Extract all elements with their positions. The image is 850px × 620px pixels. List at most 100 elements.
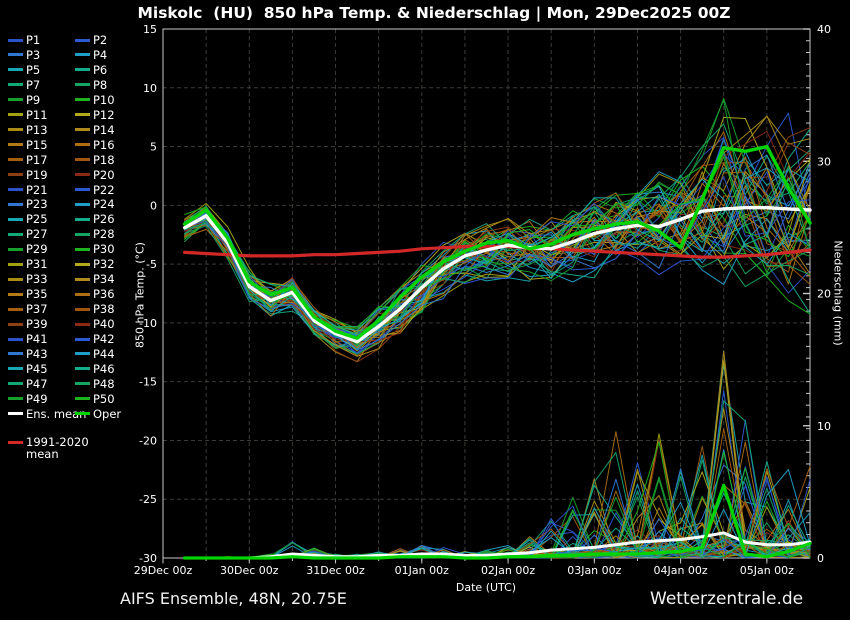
member-temp-trace	[184, 136, 811, 346]
legend-item-p22: P22	[75, 182, 115, 197]
legend-item-label: P27	[26, 227, 48, 242]
legend-swatch	[8, 158, 23, 162]
legend-item-p30: P30	[75, 242, 115, 257]
legend-item-label: 1991-2020	[26, 435, 89, 449]
legend-swatch	[8, 397, 23, 401]
legend-item-label: P17	[26, 152, 48, 167]
x-tick-label: 01Jan 00z	[395, 564, 449, 577]
legend-swatch	[8, 337, 23, 341]
legend-swatch	[8, 247, 23, 251]
legend-swatch	[75, 367, 90, 371]
y-left-tick-label: 10	[143, 82, 157, 95]
legend-item-label: P13	[26, 122, 48, 137]
y-left-tick-label: -15	[139, 376, 157, 389]
member-precip-trace	[184, 364, 811, 559]
legend-item-label: P21	[26, 182, 48, 197]
x-tick-label: 29Dec 00z	[134, 564, 193, 577]
legend-item-p1: P1	[8, 33, 40, 47]
legend-swatch	[8, 173, 23, 177]
legend-item-p23: P23	[8, 197, 48, 211]
y-axis-left-label: 850 hPa Temp. (°C)	[133, 242, 147, 348]
legend-swatch	[75, 322, 90, 326]
x-tick-label: 02Jan 00z	[481, 564, 535, 577]
legend-item-label: P41	[26, 332, 48, 346]
legend-item-p40: P40	[75, 317, 115, 331]
legend-item-p5: P5	[8, 62, 41, 77]
legend-item-p41: P41	[8, 332, 48, 346]
legend-swatch	[75, 352, 90, 356]
legend-item-label: P48	[93, 376, 115, 391]
legend-swatch	[75, 68, 90, 72]
legend-item-label: P12	[93, 107, 115, 122]
member-precip-trace	[184, 485, 811, 559]
legend-item-p26: P26	[75, 212, 115, 226]
x-tick-label: 31Dec 00z	[306, 564, 365, 577]
legend-swatch	[75, 128, 90, 132]
legend-item-p47: P47	[8, 377, 48, 391]
ens-mean-temp-line	[182, 205, 812, 344]
legend-item-p36: P36	[75, 287, 115, 302]
legend-item-label: P33	[26, 272, 48, 287]
legend-item-p45: P45	[8, 362, 48, 376]
legend-item-label: P3	[26, 47, 41, 62]
legend-item-label: P25	[26, 212, 48, 227]
legend-item-p14: P14	[75, 123, 115, 137]
legend-swatch	[75, 382, 90, 386]
legend-item-label: P15	[26, 137, 48, 152]
member-temp-trace	[184, 216, 811, 354]
legend-swatch	[8, 382, 23, 386]
legend-item-p3: P3	[8, 47, 41, 62]
legend-swatch	[75, 292, 90, 296]
legend-item-p27: P27	[8, 227, 48, 242]
y-axis-right-label: Niederschlag (mm)	[831, 240, 845, 346]
y-right-tick-label: 30	[817, 155, 831, 168]
legend-item-label: P7	[26, 77, 41, 92]
legend-swatch	[8, 83, 23, 87]
legend-swatch	[8, 68, 23, 72]
legend-swatch	[75, 98, 90, 102]
legend-item-p4: P4	[75, 47, 108, 62]
legend-item-p31: P31	[8, 257, 48, 271]
legend-item-p18: P18	[75, 153, 115, 167]
legend-item-label: P46	[93, 361, 115, 376]
legend-item-label: P36	[93, 287, 115, 302]
legend-item-label: P28	[93, 227, 115, 242]
legend-swatch	[75, 247, 90, 251]
legend-item-p9: P9	[8, 93, 40, 107]
legend-swatch	[75, 158, 90, 162]
y-left-tick-label: -20	[139, 434, 157, 447]
legend-swatch	[8, 412, 23, 416]
legend-item-label: P32	[93, 257, 115, 272]
legend-item-p19: P19	[8, 168, 48, 182]
oper-precip-line	[183, 483, 812, 560]
legend-item-label: P4	[93, 47, 108, 62]
y-right-tick-label: 10	[817, 420, 831, 433]
legend-swatch	[8, 217, 23, 221]
legend-item-label: P29	[26, 242, 48, 257]
legend-item-p38: P38	[75, 302, 115, 316]
legend-item-label: P20	[93, 167, 115, 182]
legend-item-label: P34	[93, 272, 115, 287]
legend-swatch	[8, 53, 23, 57]
legend-swatch	[75, 307, 90, 311]
legend-swatch	[8, 307, 23, 311]
legend-item-p50: P50	[75, 392, 115, 406]
legend-swatch	[75, 337, 90, 341]
legend-item-p8: P8	[75, 78, 107, 92]
y-right-tick-label: 20	[817, 288, 831, 301]
legend-item-label: P37	[26, 302, 48, 317]
legend-item-label: P30	[93, 242, 115, 257]
legend-swatch	[8, 322, 23, 326]
legend-item-p16: P16	[75, 138, 115, 152]
legend-item-label: Ens. mean	[26, 406, 87, 421]
legend-item-label: P5	[26, 62, 41, 77]
legend-item-label: P11	[26, 107, 48, 122]
legend-swatch	[8, 38, 23, 42]
legend-item-label: P22	[93, 182, 115, 197]
legend-item-p46: P46	[75, 361, 115, 376]
y-left-tick-label: -10	[139, 317, 157, 330]
legend-swatch	[75, 217, 90, 221]
y-left-tick-label: -25	[139, 493, 157, 506]
legend: P1 P2 P3 P4 P5 P6 P7 P8 P9 P10 P11 P12 P13 P14 P15 P16 P…	[0, 0, 162, 620]
